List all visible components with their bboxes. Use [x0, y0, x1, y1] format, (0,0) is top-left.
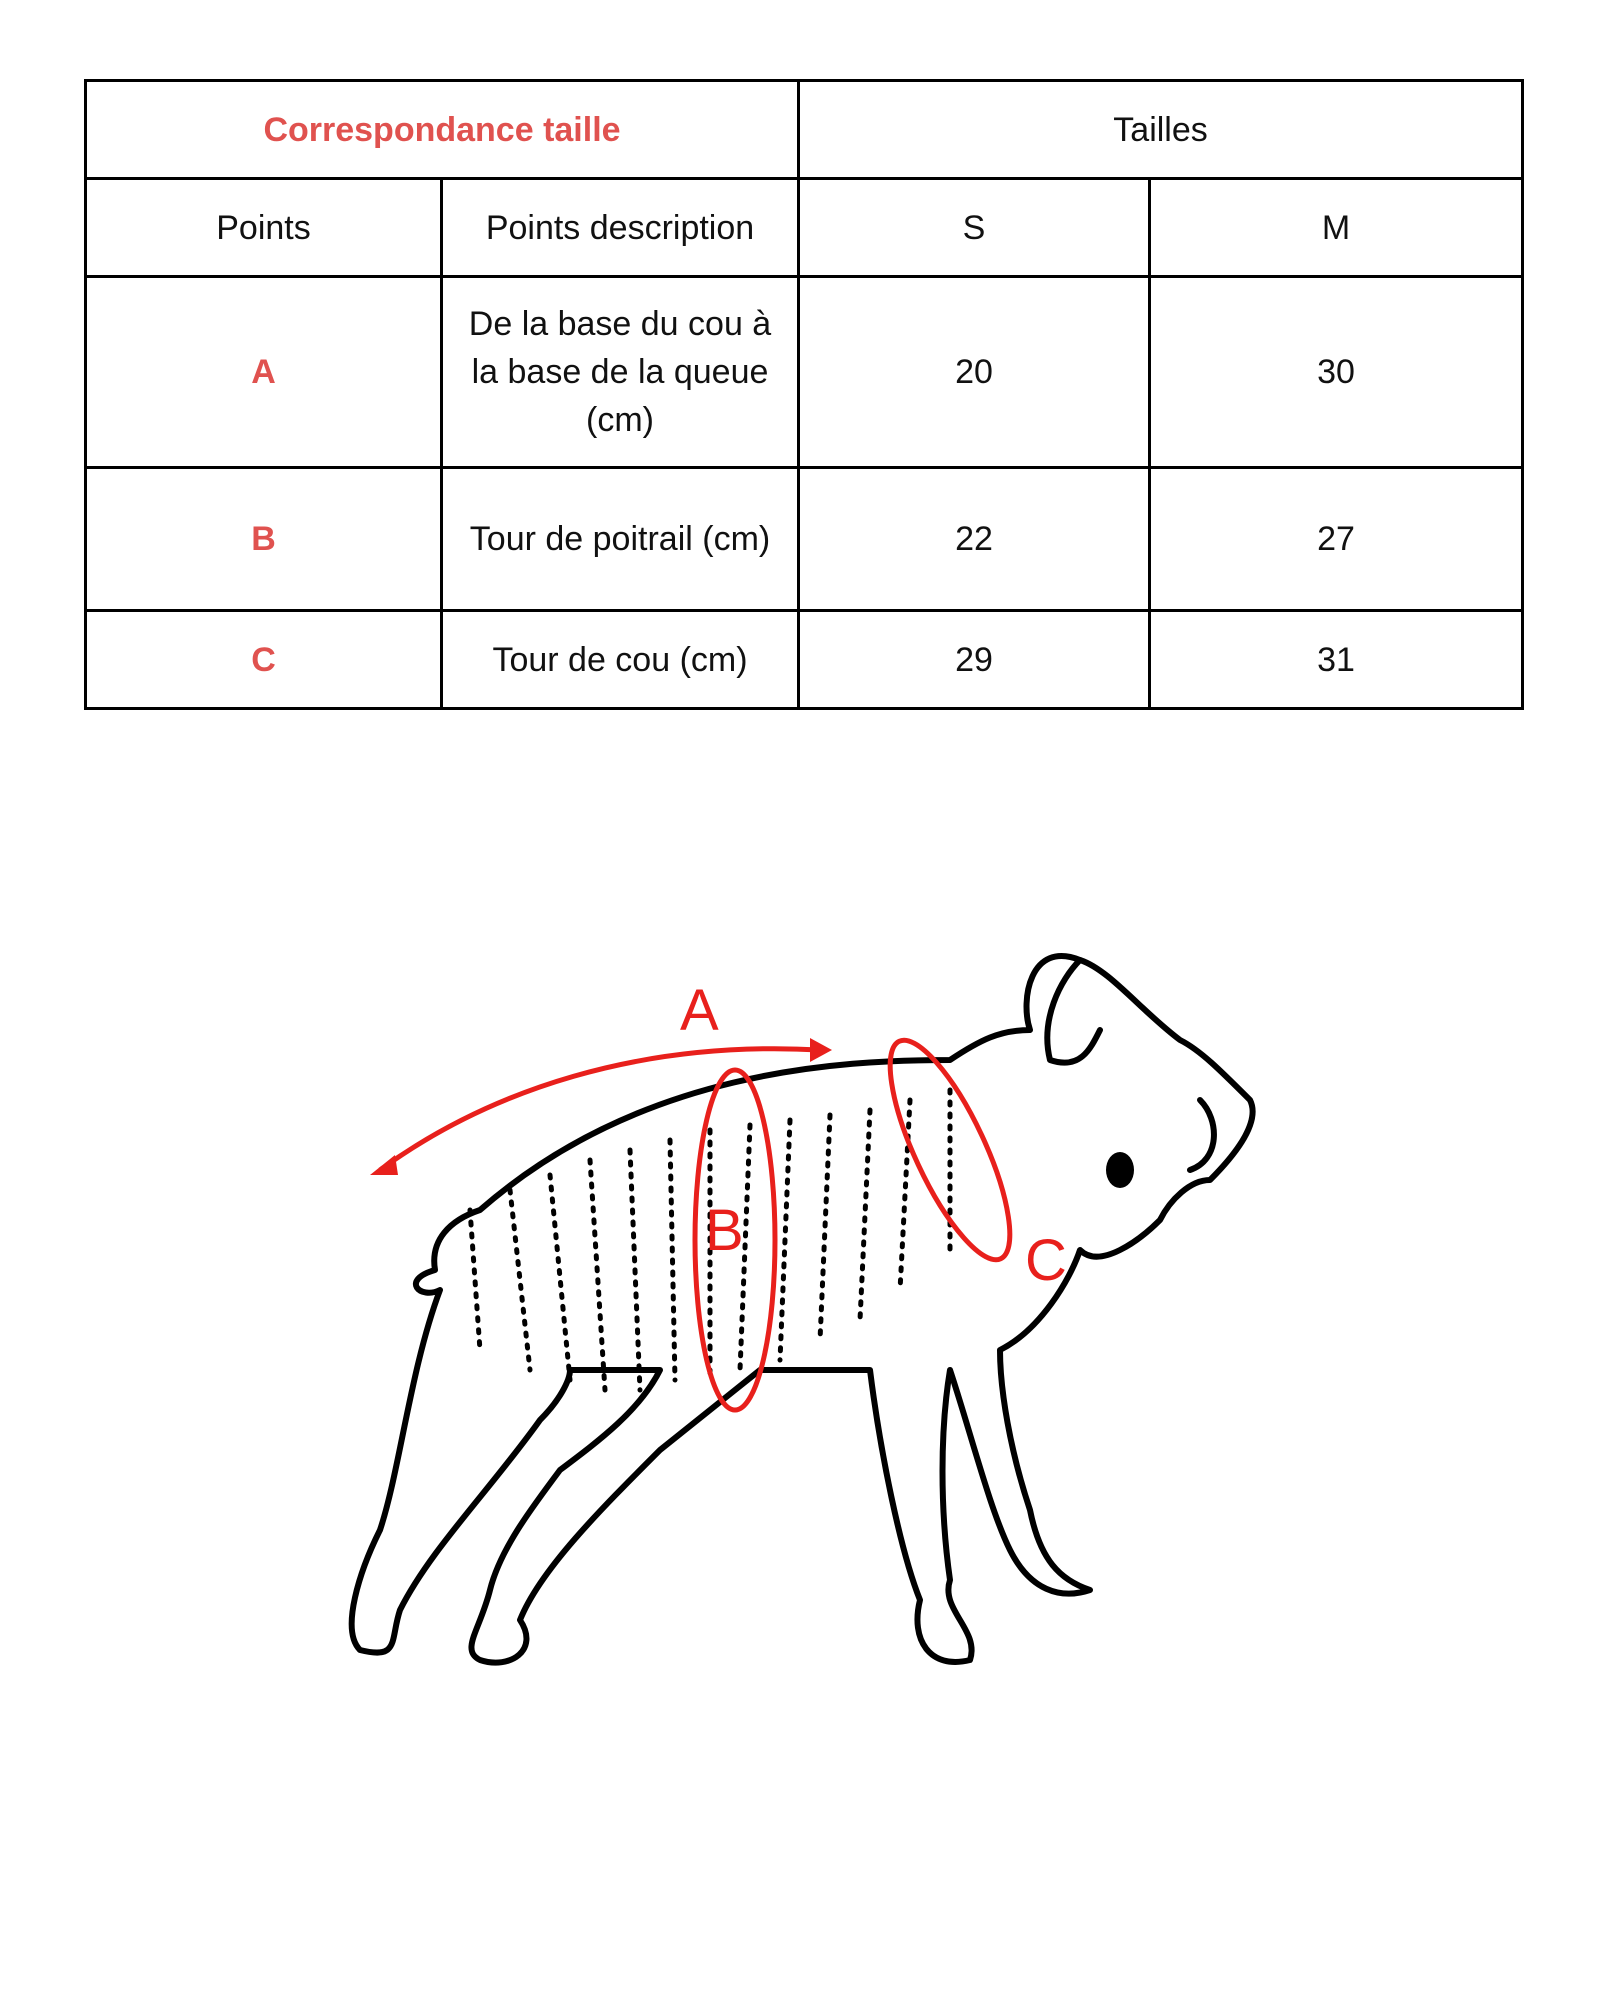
- size-m-value: 27: [1148, 466, 1525, 612]
- point-description: Tour de poitrail (cm): [439, 466, 801, 612]
- point-label: A: [84, 275, 443, 469]
- point-label: B: [84, 466, 443, 612]
- dog-ear: [1044, 957, 1103, 1066]
- label-c: C: [1025, 1228, 1067, 1293]
- arrow-head: [370, 1155, 398, 1175]
- label-b: B: [705, 1198, 744, 1263]
- size-m-value: 31: [1148, 609, 1525, 710]
- point-description: De la base du cou à la base de la queue …: [439, 275, 801, 469]
- arrow-head: [810, 1038, 832, 1062]
- dog-measurement-illustration: A B C: [348, 953, 1256, 1666]
- column-header-description: Points description: [439, 177, 801, 278]
- label-a: A: [680, 978, 719, 1043]
- point-label: C: [84, 609, 443, 710]
- column-header-s: S: [797, 177, 1152, 278]
- loop-b: [692, 1067, 778, 1413]
- size-chart-table: Correspondance taille Tailles Points Poi…: [83, 79, 1525, 710]
- dog-outline: [348, 953, 1256, 1666]
- size-s-value: 20: [797, 275, 1152, 469]
- jacket-quilting: [467, 1087, 953, 1393]
- size-m-value: 30: [1148, 275, 1525, 469]
- dog-eye: [1106, 1152, 1134, 1188]
- arrow-a: [378, 1046, 821, 1173]
- column-header-points: Points: [84, 177, 443, 278]
- table-title: Correspondance taille: [83, 79, 801, 180]
- loop-c: [887, 1037, 1013, 1263]
- table-row: B Tour de poitrail (cm) 22 27: [84, 466, 1525, 612]
- size-s-value: 29: [797, 609, 1152, 710]
- column-header-m: M: [1148, 177, 1525, 278]
- table-row: C Tour de cou (cm) 29 31: [84, 609, 1525, 710]
- size-s-value: 22: [797, 466, 1152, 612]
- dog-ear-flap: [1187, 1097, 1217, 1173]
- sizes-header: Tailles: [797, 79, 1525, 180]
- point-description: Tour de cou (cm): [439, 609, 801, 710]
- table-row: A De la base du cou à la base de la queu…: [84, 275, 1525, 469]
